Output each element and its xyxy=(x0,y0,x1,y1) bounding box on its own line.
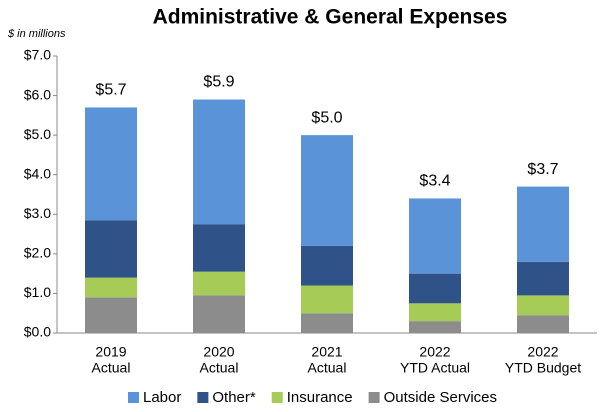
x-tick-label: 2020 xyxy=(203,344,234,360)
bar-segment xyxy=(301,135,353,246)
bar-segment xyxy=(193,295,245,333)
y-tick-label: $4.0 xyxy=(24,165,51,181)
bar-segment xyxy=(301,313,353,333)
x-tick-label: 2022 xyxy=(419,344,450,360)
bar-segment xyxy=(517,315,569,333)
y-tick-label: $1.0 xyxy=(24,284,51,300)
bar-segment xyxy=(409,273,461,304)
y-tick-label: $5.0 xyxy=(24,126,51,142)
legend-label: Other* xyxy=(212,389,256,406)
bar-segment xyxy=(517,295,569,316)
total-label: $3.4 xyxy=(419,173,450,190)
x-tick-label: Actual xyxy=(308,360,347,376)
x-tick-label: 2021 xyxy=(311,344,342,360)
x-tick-label: Actual xyxy=(200,360,239,376)
total-label: $5.7 xyxy=(95,82,126,99)
bar-segment xyxy=(301,245,353,286)
x-tick-label: YTD Actual xyxy=(400,360,470,376)
legend-label: Insurance xyxy=(287,389,353,406)
chart-title: Administrative & General Expenses xyxy=(153,6,508,29)
y-tick-label: $2.0 xyxy=(24,245,51,261)
x-tick-label: 2022 xyxy=(527,344,558,360)
chart-subtitle: $ in millions xyxy=(7,28,66,40)
bar-segment xyxy=(409,198,461,274)
bar-segment xyxy=(193,271,245,296)
bar-segment xyxy=(301,285,353,314)
bar-segment xyxy=(193,99,245,225)
x-tick-label: YTD Budget xyxy=(505,360,581,376)
y-tick-label: $6.0 xyxy=(24,86,51,102)
bar-segment xyxy=(193,224,245,272)
y-tick-label: $0.0 xyxy=(24,324,51,340)
bar-segment xyxy=(85,297,137,333)
total-label: $5.9 xyxy=(203,74,234,91)
x-tick-label: 2019 xyxy=(95,344,126,360)
bar-segment xyxy=(409,303,461,322)
bar-segment xyxy=(85,107,137,221)
legend-swatch xyxy=(271,392,283,403)
y-tick-label: $3.0 xyxy=(24,205,51,221)
total-label: $5.0 xyxy=(311,109,342,126)
legend-swatch xyxy=(128,392,139,403)
bar-segment xyxy=(517,261,569,296)
bar-segment xyxy=(409,321,461,333)
legend-label: Outside Services xyxy=(384,389,497,406)
bar-segment xyxy=(85,220,137,278)
bar-segment xyxy=(85,277,137,298)
total-label: $3.7 xyxy=(527,161,558,178)
legend-label: Labor xyxy=(143,389,181,406)
legend-swatch xyxy=(368,392,380,403)
x-tick-label: Actual xyxy=(92,360,131,376)
legend-swatch xyxy=(197,392,209,403)
y-tick-label: $7.0 xyxy=(24,47,51,63)
bar-segment xyxy=(517,186,569,262)
